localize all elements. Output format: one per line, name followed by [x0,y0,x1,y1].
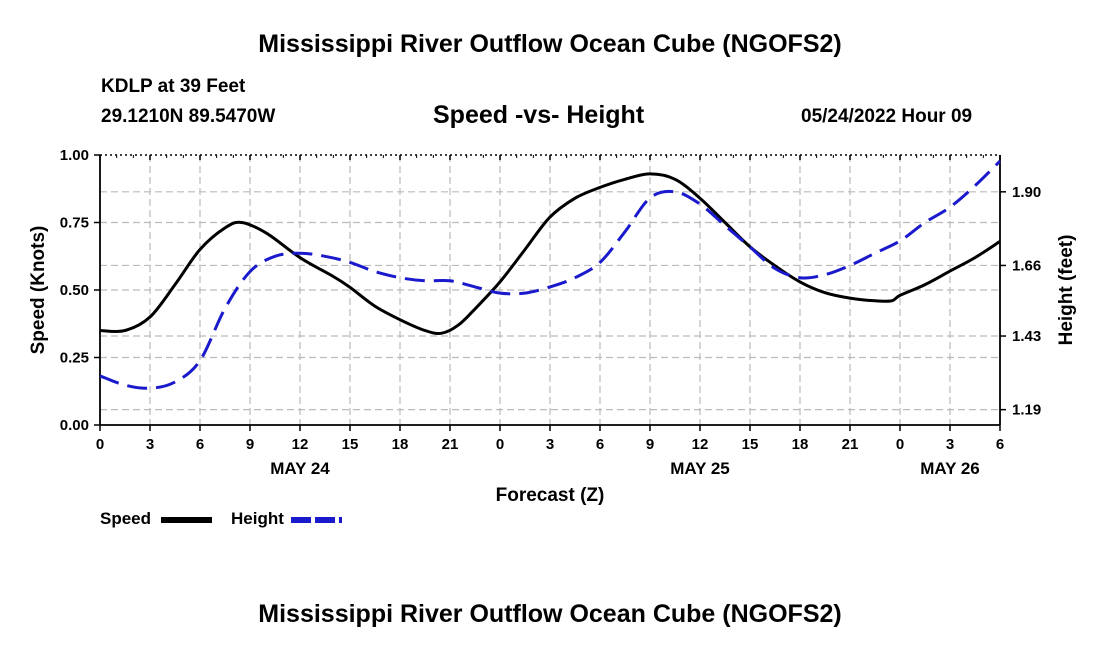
x-tick-label: 15 [742,436,759,453]
y2-tick-label: 1.43 [1012,328,1041,345]
y2-tick-label: 1.66 [1012,257,1041,274]
y-tick-label: 0.50 [60,282,89,299]
y-tick-label: 0.75 [60,215,89,232]
chart-subtitle: Speed -vs- Height [433,101,645,129]
y-axis-title: Speed (Knots) [28,226,49,355]
x-tick-label: 12 [692,436,709,453]
coordinates-label: 29.1210N 89.5470W [101,106,276,127]
y2-tick-label: 1.19 [1012,402,1041,419]
x-tick-label: 0 [496,436,504,453]
date-label: MAY 26 [920,459,980,478]
y2-tick-label: 1.90 [1012,184,1041,201]
y-tick-label: 0.00 [60,417,89,434]
x-tick-label: 21 [442,436,459,453]
x-tick-label: 3 [946,436,954,453]
date-label: MAY 25 [670,459,730,478]
x-axis-title: Forecast (Z) [496,485,605,506]
station-label: KDLP at 39 Feet [101,76,246,97]
y-tick-label: 0.25 [60,350,89,367]
x-tick-label: 9 [246,436,254,453]
x-tick-label: 18 [392,436,409,453]
forecast-datetime: 05/24/2022 Hour 09 [801,106,973,127]
legend-speed-label: Speed [100,509,152,528]
x-tick-label: 15 [342,436,359,453]
x-tick-label: 12 [292,436,309,453]
page-title: Mississippi River Outflow Ocean Cube (NG… [258,30,842,58]
x-tick-label: 9 [646,436,654,453]
y2-axis-title: Height (feet) [1056,235,1077,346]
x-tick-label: 0 [896,436,904,453]
x-tick-label: 0 [96,436,104,453]
legend-height-label: Height [231,509,284,528]
x-tick-label: 6 [996,436,1004,453]
x-tick-label: 6 [196,436,204,453]
x-tick-label: 3 [146,436,154,453]
y-tick-label: 1.00 [60,147,89,164]
series-line-height [99,160,1002,390]
x-tick-label: 3 [546,436,554,453]
series-line-speed [99,172,1001,335]
x-tick-label: 21 [842,436,859,453]
date-label: MAY 24 [270,459,330,478]
x-tick-label: 18 [792,436,809,453]
x-tick-label: 6 [596,436,604,453]
footer-title: Mississippi River Outflow Ocean Cube (NG… [258,600,842,628]
